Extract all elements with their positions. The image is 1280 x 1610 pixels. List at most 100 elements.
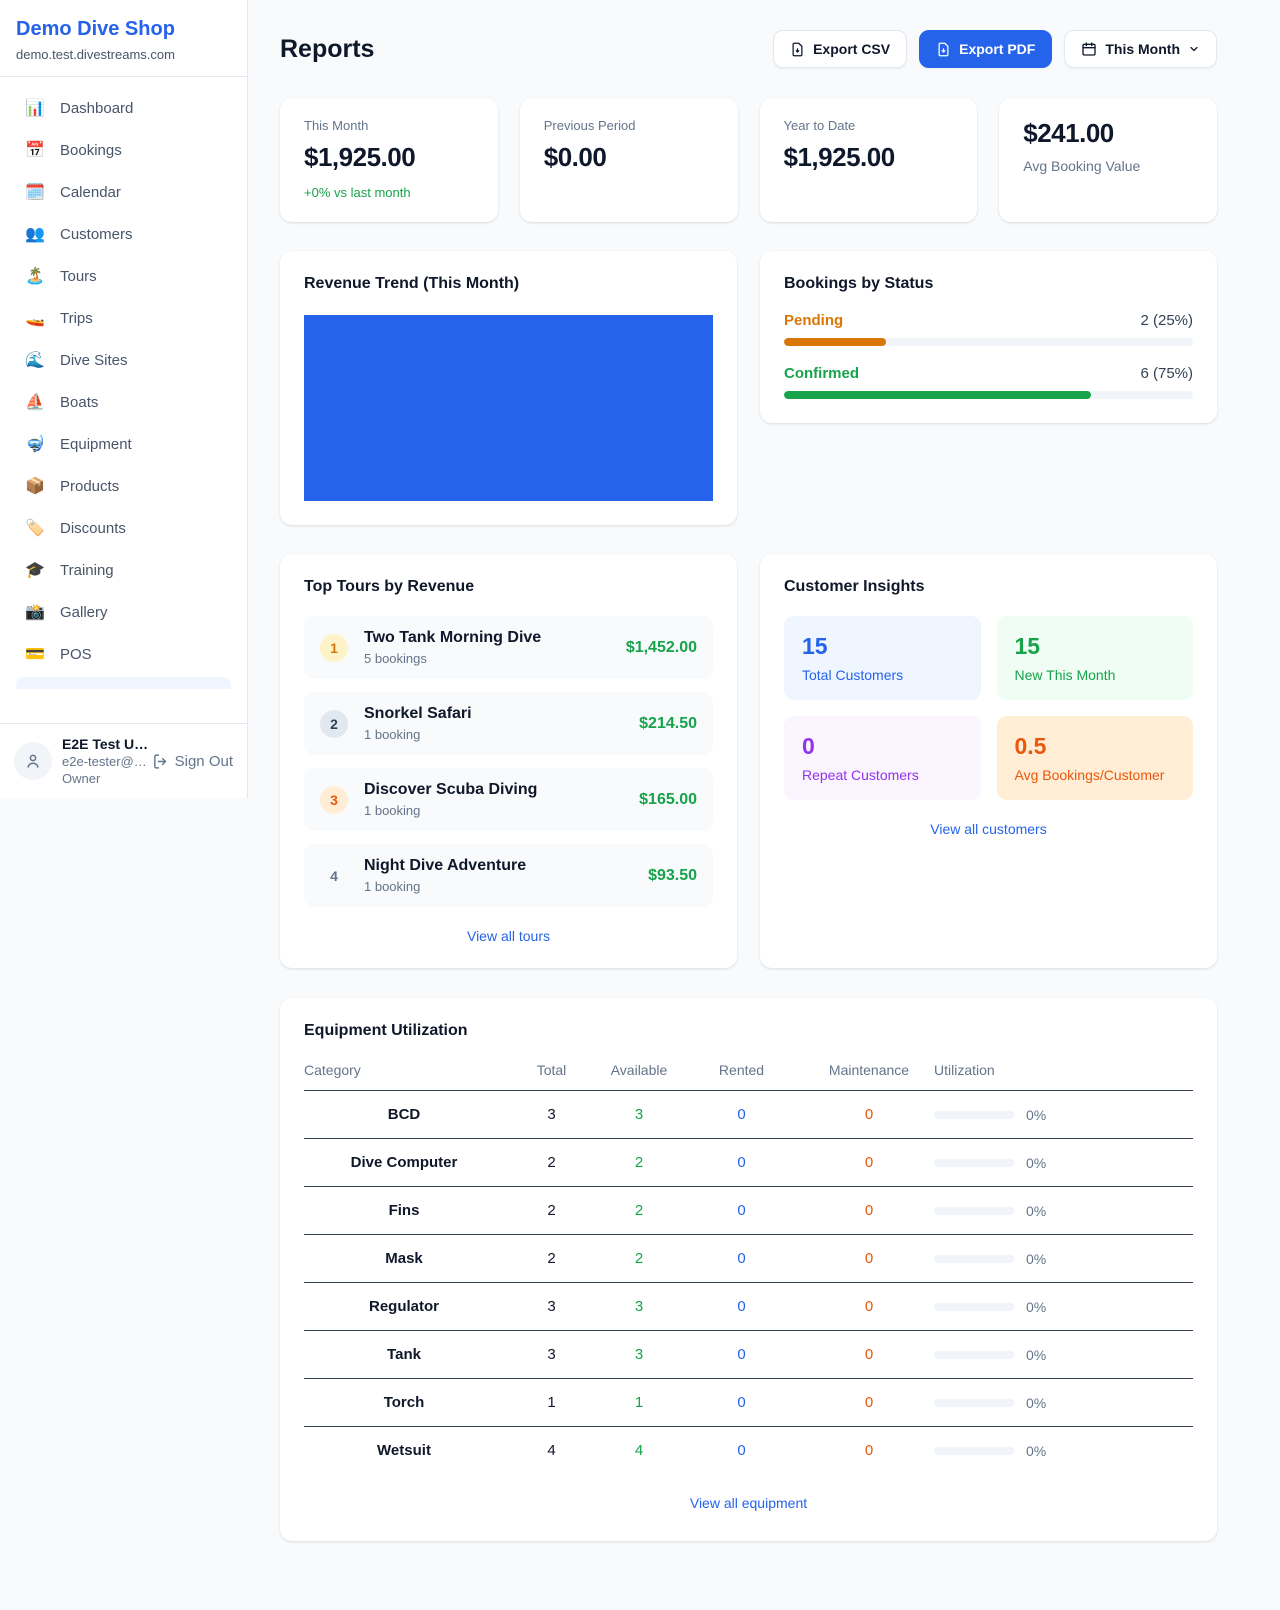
sidebar-item-label: POS: [60, 645, 92, 663]
brand-name: Demo Dive Shop: [16, 18, 175, 40]
table-row: BCD 3 3 0 0 0%: [304, 1090, 1193, 1139]
sidebar-item-equipment[interactable]: 🤿 Equipment: [12, 423, 235, 465]
user-name: E2E Test U…: [62, 736, 149, 752]
sidebar-item-label: Products: [60, 477, 120, 495]
status-progress-track: [784, 391, 1193, 399]
sidebar-item-pos[interactable]: 💳 POS: [12, 633, 235, 675]
sidebar-item-training[interactable]: 🎓 Training: [12, 549, 235, 591]
export-csv-button[interactable]: Export CSV: [773, 30, 908, 68]
page-title: Reports: [280, 34, 375, 63]
col-category: Category: [304, 1056, 504, 1091]
utilization-bar: [934, 1206, 1014, 1215]
header-actions: Export CSV Export PDF This Month: [773, 30, 1217, 68]
insight-value: 0: [802, 733, 815, 759]
equipment-rented: 0: [679, 1138, 804, 1187]
sidebar-item-gallery[interactable]: 📸 Gallery: [12, 591, 235, 633]
spiral-calendar-icon: 🗓️: [25, 184, 45, 201]
sidebar-item-dashboard[interactable]: 📊 Dashboard: [12, 87, 235, 129]
sidebar-item-label: Tours: [60, 267, 97, 285]
sidebar-item-tours[interactable]: 🏝️ Tours: [12, 255, 235, 297]
tour-row[interactable]: 4 Night Dive Adventure 1 booking $93.50: [304, 844, 713, 907]
equipment-utilization-title: Equipment Utilization: [304, 1022, 468, 1039]
table-row: Mask 2 2 0 0 0%: [304, 1234, 1193, 1283]
equipment-total: 1: [504, 1378, 599, 1427]
table-row: Torch 1 1 0 0 0%: [304, 1378, 1193, 1427]
equipment-maintenance: 0: [804, 1138, 934, 1187]
top-tours-card: Top Tours by Revenue 1 Two Tank Morning …: [280, 554, 737, 968]
brand-link[interactable]: Demo Dive Shop demo.test.divestreams.com: [0, 0, 247, 77]
speedboat-icon: 🚤: [25, 310, 45, 327]
tour-name: Discover Scuba Diving: [364, 781, 538, 798]
bar-chart-icon: 📊: [25, 100, 45, 117]
diving-mask-icon: 🤿: [25, 436, 45, 453]
status-label: Pending: [784, 312, 844, 329]
graduation-cap-icon: 🎓: [25, 562, 45, 579]
view-all-equipment-link[interactable]: View all equipment: [689, 1495, 808, 1511]
equipment-available: 2: [599, 1234, 679, 1283]
sidebar-item-discounts[interactable]: 🏷️ Discounts: [12, 507, 235, 549]
table-row: Regulator 3 3 0 0 0%: [304, 1282, 1193, 1331]
stat-card-year-to-date: Year to Date $1,925.00: [759, 98, 978, 222]
status-progress-fill: [784, 338, 887, 346]
insight-tile-total-customers: 15 Total Customers: [784, 616, 981, 700]
stat-trend-note: +0% vs last month: [304, 185, 411, 200]
sidebar-item-customers[interactable]: 👥 Customers: [12, 213, 235, 255]
equipment-maintenance: 0: [804, 1090, 934, 1139]
table-row: Wetsuit 4 4 0 0 0%: [304, 1427, 1193, 1475]
package-icon: 📦: [25, 478, 45, 495]
equipment-category: Wetsuit: [377, 1442, 431, 1459]
revenue-trend-title: Revenue Trend (This Month): [304, 275, 520, 292]
rank-badge: 2: [320, 709, 348, 738]
tour-name: Night Dive Adventure: [364, 857, 527, 874]
stat-card-previous-period: Previous Period $0.00: [519, 98, 738, 222]
equipment-category: Regulator: [304, 1282, 504, 1331]
equipment-total: 2: [504, 1234, 599, 1283]
insight-label: New This Month: [1014, 667, 1116, 683]
col-available: Available: [599, 1056, 679, 1091]
sidebar: Demo Dive Shop demo.test.divestreams.com…: [0, 0, 248, 798]
insight-value: 0.5: [1014, 733, 1047, 759]
calendar-date-icon: 📅: [25, 142, 45, 159]
page-header: Reports Export CSV Export PDF This Month: [280, 30, 1217, 68]
view-all-tours-link[interactable]: View all tours: [466, 928, 550, 944]
sidebar-item-products[interactable]: 📦 Products: [12, 465, 235, 507]
sign-out-label: Sign Out: [174, 752, 233, 770]
tour-row[interactable]: 1 Two Tank Morning Dive 5 bookings $1,45…: [304, 616, 713, 679]
utilization-percent: 0%: [1026, 1202, 1047, 1219]
utilization-percent: 0%: [1026, 1298, 1047, 1315]
sign-out-button[interactable]: Sign Out: [152, 753, 233, 770]
sidebar-item-bookings[interactable]: 📅 Bookings: [12, 129, 235, 171]
tour-bookings: 1 booking: [364, 879, 421, 894]
stat-label: Previous Period: [543, 118, 636, 133]
logout-icon: [153, 753, 166, 769]
tour-row[interactable]: 2 Snorkel Safari 1 booking $214.50: [304, 692, 713, 755]
sidebar-item-boats[interactable]: ⛵ Boats: [12, 381, 235, 423]
user-role: Owner: [62, 771, 101, 786]
insight-tile-avg-bookings: 0.5 Avg Bookings/Customer: [996, 716, 1193, 800]
sidebar-item-trips[interactable]: 🚤 Trips: [12, 297, 235, 339]
sidebar-item-reports-active-partial[interactable]: [16, 677, 231, 689]
stat-value: $1,925.00: [304, 142, 416, 172]
equipment-header-row: Category Total Available Rented Maintena…: [304, 1056, 1193, 1091]
tour-bookings: 1 booking: [364, 803, 421, 818]
export-pdf-button[interactable]: Export PDF: [919, 30, 1053, 68]
sidebar-item-label: Bookings: [60, 141, 122, 159]
view-all-customers-link[interactable]: View all customers: [930, 821, 1047, 837]
insight-label: Total Customers: [802, 667, 904, 683]
equipment-rented: 0: [737, 1442, 746, 1459]
col-maintenance: Maintenance: [804, 1056, 934, 1091]
tour-revenue: $93.50: [648, 866, 697, 884]
wave-icon: 🌊: [25, 352, 45, 369]
equipment-total: 3: [504, 1330, 599, 1379]
equipment-maintenance: 0: [804, 1186, 934, 1235]
equipment-rented: 0: [679, 1186, 804, 1235]
tour-row[interactable]: 3 Discover Scuba Diving 1 booking $165.0…: [304, 768, 713, 831]
period-dropdown[interactable]: This Month: [1064, 30, 1217, 68]
status-label: Confirmed: [784, 365, 859, 382]
tour-name: Two Tank Morning Dive: [364, 629, 542, 646]
stat-value: $1,925.00: [783, 142, 896, 172]
sidebar-item-calendar[interactable]: 🗓️ Calendar: [12, 171, 235, 213]
brand-domain: demo.test.divestreams.com: [16, 47, 175, 62]
table-row: Dive Computer 2 2 0 0 0%: [304, 1138, 1193, 1187]
sidebar-item-dive-sites[interactable]: 🌊 Dive Sites: [12, 339, 235, 381]
